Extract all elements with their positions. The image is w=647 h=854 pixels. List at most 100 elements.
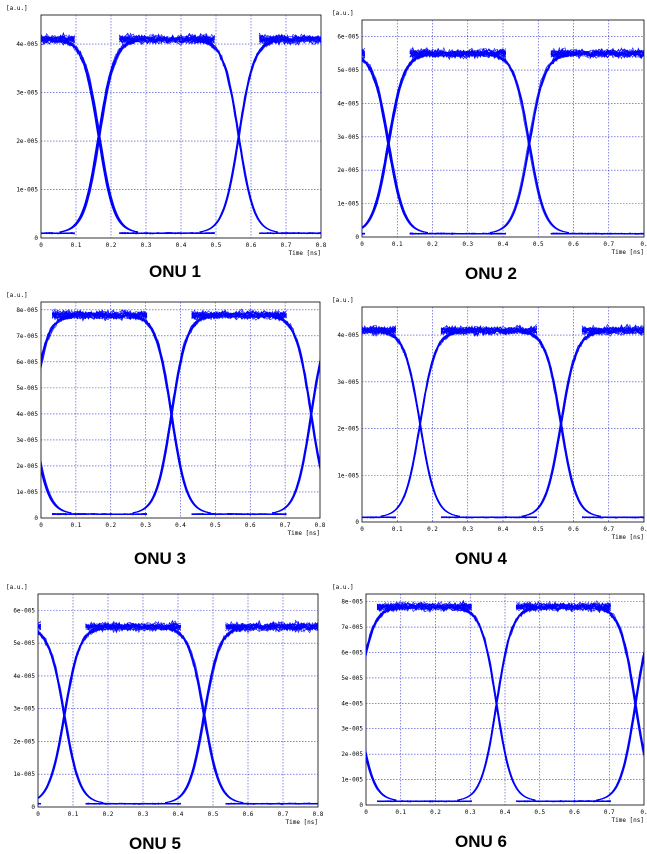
falling-edge-trace — [489, 53, 569, 234]
falling-edge-trace — [199, 38, 279, 233]
x-tick-label: 0.7 — [281, 242, 292, 249]
y-tick-label: 3e-005 — [13, 706, 35, 713]
eye-traces — [38, 619, 318, 806]
x-tick-label: 0.4 — [175, 522, 186, 529]
y-tick-label: 4e-005 — [337, 100, 359, 107]
y-tick-label: 5e-005 — [337, 67, 359, 74]
x-tick-label: 0.6 — [568, 241, 579, 248]
y-tick-label: 1e-005 — [341, 777, 363, 784]
x-axis-label: Time [ns] — [288, 250, 321, 257]
falling-edge-trace — [164, 625, 244, 803]
x-tick-label: 0.7 — [603, 526, 614, 533]
x-tick-label: 0.1 — [70, 522, 81, 529]
y-tick-label: 8e-005 — [341, 599, 363, 606]
eye-traces — [41, 309, 320, 515]
y-tick-label: 3e-005 — [16, 437, 38, 444]
y-tick-label: 6e-005 — [337, 34, 359, 41]
rising-edge-trace — [38, 627, 104, 800]
caption-onu-4: ONU 4 — [455, 549, 507, 568]
caption-onu-3: ONU 3 — [134, 549, 186, 568]
x-tick-label: 0.5 — [534, 809, 545, 816]
x-tick-label: 0.6 — [568, 526, 579, 533]
low-rail-trace — [362, 232, 644, 235]
x-tick-label: 0.2 — [106, 242, 117, 249]
falling-edge-trace — [41, 458, 72, 514]
x-tick-label: 0.3 — [138, 811, 149, 818]
rising-edge-trace — [272, 362, 320, 514]
x-tick-label: 0.2 — [427, 241, 438, 248]
x-tick-label: 0 — [360, 526, 364, 533]
rising-edge-trace — [366, 607, 397, 656]
y-tick-label: 1e-005 — [16, 187, 38, 194]
eye-panel-1: 0 0.1 0.2 0.3 0.4 0.5 0.6 0.7 0.8 0 1e-005 2e-005 3e… — [0, 0, 327, 285]
rising-edge-trace — [380, 330, 460, 517]
y-tick-label: 1e-005 — [337, 201, 359, 208]
caption-onu-2: ONU 2 — [465, 264, 517, 283]
x-axis-label: Time [ns] — [611, 249, 644, 256]
eye-panel-3: 0 0.1 0.2 0.3 0.4 0.5 0.6 0.7 0.8 0 1e-005 2e-005 3e… — [0, 287, 326, 572]
plot-frame — [361, 306, 645, 523]
low-rail-trace — [38, 802, 318, 805]
x-tick-label: 0.6 — [246, 242, 257, 249]
x-tick-label: 0.5 — [211, 242, 222, 249]
x-tick-label: 0.2 — [105, 522, 116, 529]
y-tick-label: 3e-005 — [337, 134, 359, 141]
y-axis-label: [a.u.] — [6, 5, 28, 12]
rising-edge-trace — [59, 40, 139, 233]
low-rail-trace — [362, 516, 644, 519]
falling-edge-trace — [457, 606, 536, 801]
eye-traces — [366, 601, 644, 802]
rising-edge-trace — [489, 53, 570, 234]
rising-edge-trace — [521, 330, 601, 517]
x-axis-label: Time [ns] — [287, 530, 320, 537]
x-axis-label: Time [ns] — [611, 817, 644, 824]
x-tick-label: 0. — [640, 241, 647, 248]
rising-edge-trace — [457, 606, 536, 801]
falling-edge-trace — [164, 625, 244, 803]
y-tick-label: 1e-005 — [16, 489, 38, 496]
falling-edge-trace — [380, 329, 460, 517]
eye-chart-5: 0 0.1 0.2 0.3 0.4 0.5 0.6 0.7 0.8 0 1e-005 2e-005 3e… — [6, 584, 324, 826]
y-tick-label: 0 — [355, 519, 359, 526]
y-tick-label: 2e-005 — [341, 751, 363, 758]
y-tick-label: 5e-005 — [16, 385, 38, 392]
rising-edge-trace — [41, 314, 72, 372]
high-rail-trace — [41, 33, 321, 46]
y-tick-label: 4e-005 — [341, 700, 363, 707]
y-tick-label: 3e-005 — [341, 726, 363, 733]
eye-panel-4: 0 0.1 0.2 0.3 0.4 0.5 0.6 0.7 0. 0 1e-005 2e-005 3e-… — [326, 287, 647, 572]
y-tick-label: 2e-005 — [16, 463, 38, 470]
y-tick-label: 3e-005 — [16, 90, 38, 97]
rising-edge-trace — [366, 607, 397, 657]
y-tick-label: 2e-005 — [337, 167, 359, 174]
x-tick-label: 0.1 — [68, 811, 79, 818]
x-tick-label: 0 — [39, 242, 43, 249]
y-tick-label: 7e-005 — [341, 624, 363, 631]
y-tick-label: 2e-005 — [337, 426, 359, 433]
x-tick-label: 0.2 — [427, 526, 438, 533]
y-tick-label: 1e-005 — [13, 771, 35, 778]
rising-edge-trace — [132, 315, 212, 514]
x-tick-label: 0 — [36, 811, 40, 818]
y-tick-label: 0 — [34, 515, 38, 522]
falling-edge-trace — [59, 38, 139, 233]
rising-edge-trace — [165, 626, 244, 804]
x-tick-label: 0.4 — [176, 242, 187, 249]
x-tick-label: 0.1 — [395, 809, 406, 816]
x-tick-label: 0.5 — [208, 811, 219, 818]
eye-chart-1: 0 0.1 0.2 0.3 0.4 0.5 0.6 0.7 0.8 0 1e-005 2e-005 3e… — [6, 5, 327, 257]
y-tick-label: 4e-005 — [337, 332, 359, 339]
y-tick-label: 2e-005 — [16, 138, 38, 145]
x-axis-label: Time [ns] — [611, 534, 644, 541]
rising-edge-trace — [521, 330, 601, 517]
x-tick-label: 0 — [360, 241, 364, 248]
y-axis-label: [a.u.] — [6, 584, 28, 591]
falling-edge-trace — [362, 57, 428, 233]
x-tick-label: 0. — [640, 526, 647, 533]
falling-edge-trace — [41, 469, 72, 514]
x-tick-label: 0.7 — [603, 241, 614, 248]
x-tick-label: 0.1 — [392, 526, 403, 533]
y-tick-label: 5e-005 — [341, 675, 363, 682]
eye-traces — [41, 31, 321, 235]
rising-edge-trace — [366, 605, 397, 652]
